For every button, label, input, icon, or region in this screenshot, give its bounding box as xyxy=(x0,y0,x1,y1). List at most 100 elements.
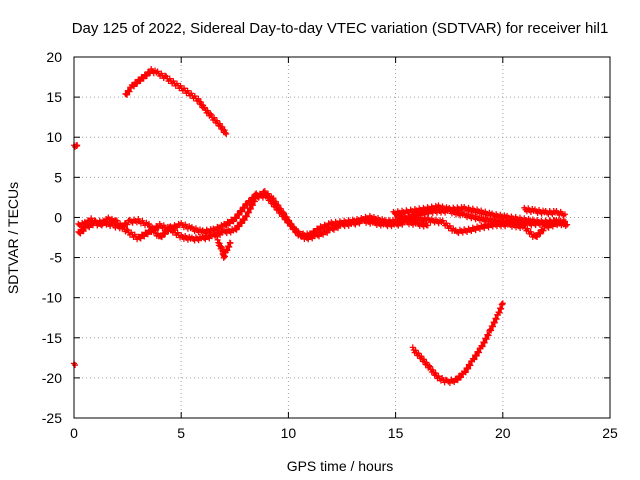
data-point xyxy=(120,224,127,231)
y-tick-label: -10 xyxy=(42,290,62,306)
data-point xyxy=(243,213,250,220)
data-point xyxy=(442,207,449,214)
data-point xyxy=(161,72,168,79)
data-point xyxy=(249,202,256,209)
data-point xyxy=(245,209,252,216)
data-point xyxy=(146,69,153,76)
data-point xyxy=(129,82,136,89)
data-point xyxy=(142,72,149,79)
data-point xyxy=(187,225,194,232)
data-point xyxy=(162,231,169,238)
x-tick-label: 20 xyxy=(495,425,511,441)
data-point xyxy=(238,220,245,227)
data-point xyxy=(184,236,191,243)
data-point xyxy=(154,223,161,230)
data-point xyxy=(424,222,431,229)
data-point xyxy=(146,220,153,227)
data-point xyxy=(324,229,331,236)
x-tick-label: 15 xyxy=(388,425,404,441)
data-point xyxy=(180,235,187,242)
data-point xyxy=(191,228,198,235)
data-point xyxy=(244,201,251,208)
data-point xyxy=(251,195,258,202)
data-point xyxy=(143,72,150,79)
data-point xyxy=(151,227,158,234)
data-point xyxy=(131,83,138,90)
data-point xyxy=(282,214,289,221)
data-point xyxy=(74,142,81,149)
y-tick-label: -20 xyxy=(42,370,62,386)
data-point xyxy=(263,191,270,198)
data-point xyxy=(527,209,534,216)
data-point xyxy=(540,227,547,234)
grid xyxy=(74,57,610,418)
data-point xyxy=(195,229,202,236)
data-point xyxy=(483,336,490,343)
data-point xyxy=(438,206,445,213)
data-point xyxy=(236,211,243,218)
data-point xyxy=(465,365,472,372)
data-point xyxy=(454,377,461,384)
data-point xyxy=(274,204,281,211)
data-point xyxy=(241,205,248,212)
x-tick-label: 25 xyxy=(602,425,618,441)
data-point xyxy=(197,99,204,106)
data-point xyxy=(309,232,316,239)
data-point xyxy=(141,233,148,240)
data-point xyxy=(158,234,165,241)
data-point xyxy=(236,223,243,230)
data-point xyxy=(456,373,463,380)
x-axis-label: GPS time / hours xyxy=(287,458,394,474)
data-point xyxy=(124,221,131,228)
data-point xyxy=(139,74,146,81)
data-point xyxy=(269,198,276,205)
data-point xyxy=(175,220,182,227)
data-point xyxy=(230,218,237,225)
data-point xyxy=(137,78,144,85)
series-arc-late-2 xyxy=(392,211,571,241)
data-point xyxy=(420,223,427,230)
data-point xyxy=(481,339,488,346)
data-point xyxy=(77,230,84,237)
data-point xyxy=(426,362,433,369)
series-arc-late-3 xyxy=(521,204,568,219)
y-tick-label: 10 xyxy=(46,129,62,145)
data-point xyxy=(165,228,172,235)
data-point xyxy=(272,201,278,208)
data-point xyxy=(223,131,230,138)
data-point xyxy=(222,129,229,136)
data-point xyxy=(213,227,220,234)
chart-title: Day 125 of 2022, Sidereal Day-to-day VTE… xyxy=(72,20,609,37)
data-point xyxy=(485,332,492,339)
data-point xyxy=(89,222,96,229)
data-point xyxy=(80,228,87,235)
data-point xyxy=(223,222,230,229)
y-tick-label: -5 xyxy=(50,250,63,266)
data-point xyxy=(133,219,140,226)
data-point xyxy=(308,231,315,238)
series-arc-high xyxy=(122,66,230,138)
data-point xyxy=(225,219,232,226)
data-point xyxy=(136,77,143,84)
plot-frame xyxy=(73,56,611,419)
data-point xyxy=(137,235,144,242)
data-point xyxy=(219,123,226,130)
data-point xyxy=(473,353,480,360)
y-axis-label: SDTVAR / TECUs xyxy=(5,182,21,294)
ticks: 0 5 10 15 20 25 -25 -20 -15 -10 -5 0 5 10 15 20 xyxy=(42,49,618,441)
x-tick-label: 0 xyxy=(70,425,78,441)
data-point xyxy=(91,218,98,225)
data-point xyxy=(367,220,374,227)
data-point xyxy=(125,217,132,224)
data-point xyxy=(561,211,568,218)
data-point xyxy=(217,225,224,232)
data-point xyxy=(227,220,234,227)
data-point xyxy=(119,223,126,230)
data-point xyxy=(207,110,214,117)
x-tick-label: 5 xyxy=(177,425,185,441)
data-point xyxy=(426,363,433,370)
data-point xyxy=(538,210,545,217)
data-point xyxy=(534,234,541,241)
series-arc-low xyxy=(409,300,506,386)
